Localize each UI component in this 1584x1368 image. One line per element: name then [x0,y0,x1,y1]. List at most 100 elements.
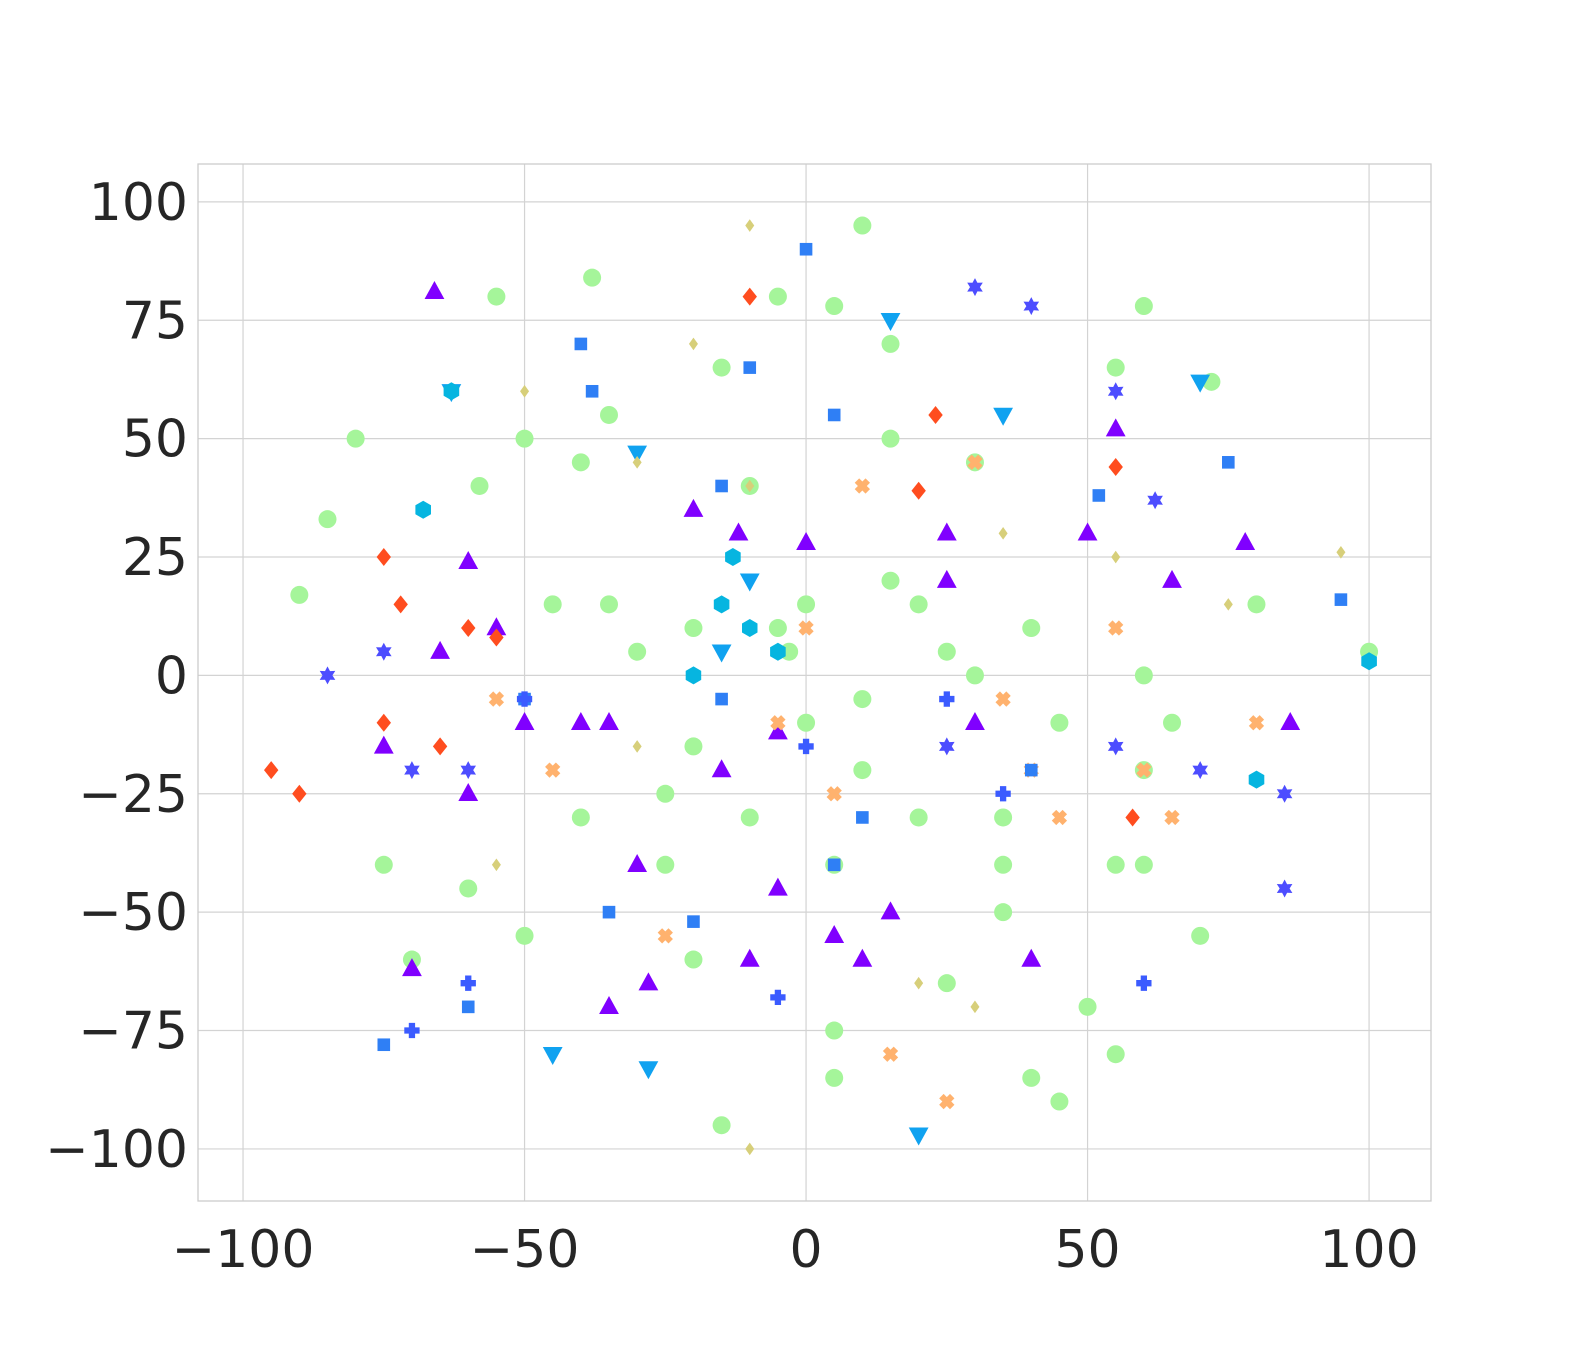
plus-point [460,975,476,991]
triangle-up-point [965,711,985,730]
y-tick-label: 0 [155,646,188,706]
triangle-down-point [993,407,1014,426]
circle-point [768,619,787,638]
star-point [939,737,955,756]
diamond-small-point [998,527,1008,540]
triangle-up-point [599,996,619,1015]
triangle-up-point [627,854,648,873]
diamond-point [911,481,926,500]
diamond-small-point [632,456,642,469]
triangle-up-point [430,640,450,659]
circle-point [1163,713,1182,732]
circle-point [487,287,506,306]
square-point [687,915,700,928]
circle-point [684,737,703,756]
circle-point [853,761,872,780]
hexagon-point [1248,770,1265,789]
star-point [319,666,336,685]
circle-point [1050,1092,1069,1111]
cross-point [1051,809,1068,826]
y-tick-label: −100 [45,1120,188,1180]
circle-point [656,784,675,803]
plot-frame [197,163,1432,1202]
circle-point [1078,997,1097,1016]
circle-point [712,1116,731,1135]
triangle-up-point [711,759,732,778]
triangle-up-point [936,569,957,588]
star-point [460,761,476,780]
diamond-point [292,784,307,803]
plus-point [995,786,1011,802]
triangle-up-point [402,958,422,977]
triangle-up-point [373,735,394,754]
triangle-up-point [458,550,479,569]
circle-point [571,453,590,472]
square-point [377,1038,391,1052]
diamond-small-point [914,976,924,990]
diamond-point [393,595,408,614]
triangle-up-point [683,498,704,517]
cross-point [882,1046,899,1062]
triangle-up-point [424,281,445,300]
hexagon-point [770,642,786,661]
diamond-point [1125,808,1140,827]
circle-point [937,642,956,661]
circle-point [909,808,928,827]
diamond-point [461,619,476,638]
diamond-point [376,713,391,732]
triangle-up-point [728,522,749,541]
triangle-up-point [638,972,659,991]
circle-point [825,297,844,316]
circle-point [459,879,478,898]
circle-point [374,855,393,874]
cross-point [939,1093,955,1110]
star-point [376,642,392,661]
diamond-small-point [520,384,530,398]
diamond-small-point [970,1000,980,1014]
plus-point [939,691,955,707]
circle-point [1134,855,1153,874]
plus-point [404,1022,420,1039]
diamond-small-point [1336,545,1346,559]
diamond-small-point [491,858,501,872]
circle-point [1106,1045,1125,1064]
circle-point [571,808,590,827]
diamond-small-point [745,479,755,493]
triangle-down-point [542,1047,563,1066]
grid [198,164,1431,1201]
diamond-point [742,287,757,306]
circle-point [797,595,816,614]
circle-point [470,476,489,495]
circle-point [515,926,534,945]
circle-point [768,287,787,306]
triangle-down-point [711,644,732,663]
diamond-small-point [745,1142,755,1156]
cross-point [488,691,505,707]
star-point [967,278,983,297]
x-tick-label: 100 [1319,1220,1418,1280]
square-point [461,1000,475,1014]
circle-point [656,855,675,874]
circle-point [684,619,703,638]
star-point [1276,784,1293,803]
triangle-up-point [1077,522,1098,541]
square-point [574,337,588,351]
square-point [1024,763,1038,777]
y-tick-label: −75 [78,1002,188,1062]
cross-point [995,691,1011,707]
hexagon-point [415,500,431,519]
circle-point [853,690,872,709]
square-point [585,384,599,398]
circle-point [994,808,1013,827]
square-point [1222,456,1235,469]
y-tick-label: 100 [89,173,188,233]
circle-point [825,1021,844,1040]
circle-point [543,595,562,614]
circle-point [684,950,703,969]
circle-point [881,429,900,448]
plus-point [1136,975,1152,991]
star-point [1107,382,1124,401]
triangle-down-point [908,1127,929,1146]
diamond-point [432,737,448,756]
diamond-point [928,405,943,424]
